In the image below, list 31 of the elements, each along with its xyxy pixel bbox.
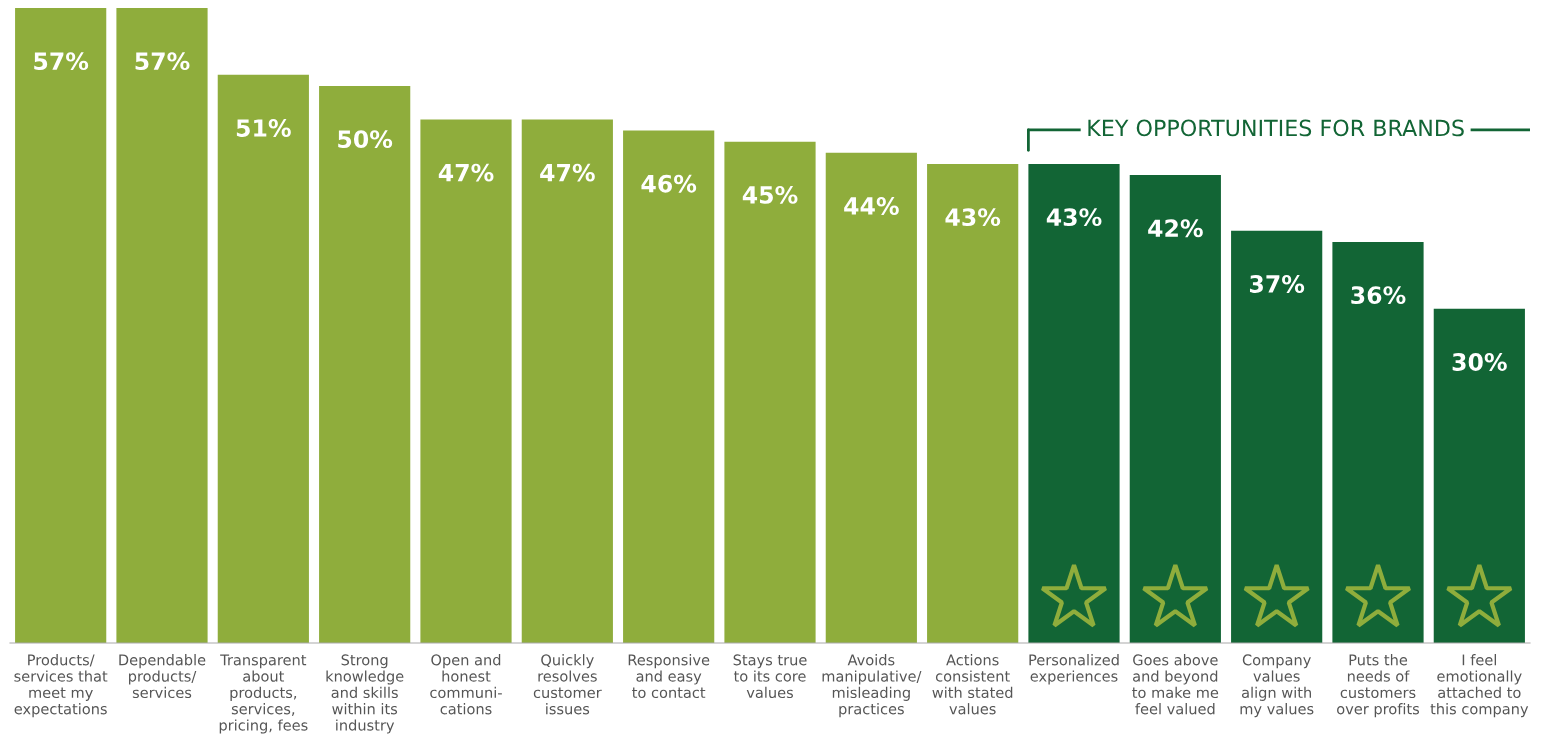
x-tick-label: Dependable products/ services	[119, 654, 206, 699]
x-tick-label: Avoids manipulative/ misleading practices	[822, 654, 922, 718]
x-tick-label: Quickly resolves customer issues	[533, 654, 602, 715]
x-tick-label: Goes above and beyond to make me feel valued	[1132, 654, 1219, 715]
data-label: 43%	[1046, 208, 1102, 227]
x-tick-label: Puts the needs of customers over profits	[1337, 654, 1420, 718]
x-tick-label: Transparent about products, services, pricing, fees	[219, 654, 308, 734]
data-label: 47%	[438, 163, 494, 182]
x-tick-label: Responsive and easy to contact	[628, 654, 710, 699]
data-label: 30%	[1452, 353, 1507, 371]
data-label: 46%	[641, 174, 697, 193]
x-tick-label: Strong knowledge and skills within its industry	[326, 654, 404, 734]
data-label: 51%	[236, 119, 291, 137]
x-tick-label: Personalized experiences	[1029, 654, 1119, 685]
x-tick-label: Company values align with my values	[1240, 654, 1314, 718]
data-label: 50%	[338, 130, 393, 149]
data-label: 45%	[742, 185, 798, 204]
data-label: 43%	[945, 208, 1001, 227]
annotation: KEY OPPORTUNITIES FOR BRANDS	[1088, 119, 1464, 137]
x-tick-label: Open and honest communi- cations	[430, 654, 502, 715]
x-tick-label: Actions consistent with stated values	[932, 654, 1013, 715]
data-label: 57%	[34, 52, 89, 71]
data-label: 36%	[1351, 286, 1406, 305]
data-label: 44%	[844, 197, 899, 215]
x-tick-label: Stays true to its core values	[733, 654, 807, 699]
data-label: 37%	[1249, 275, 1305, 293]
x-tick-label: Products/ services that meet my expectations	[14, 654, 108, 718]
data-label: 42%	[1148, 219, 1203, 238]
data-label: 47%	[540, 163, 595, 182]
data-label: 57%	[135, 52, 190, 71]
x-tick-label: I feel emotionally attached to this company	[1430, 654, 1529, 718]
